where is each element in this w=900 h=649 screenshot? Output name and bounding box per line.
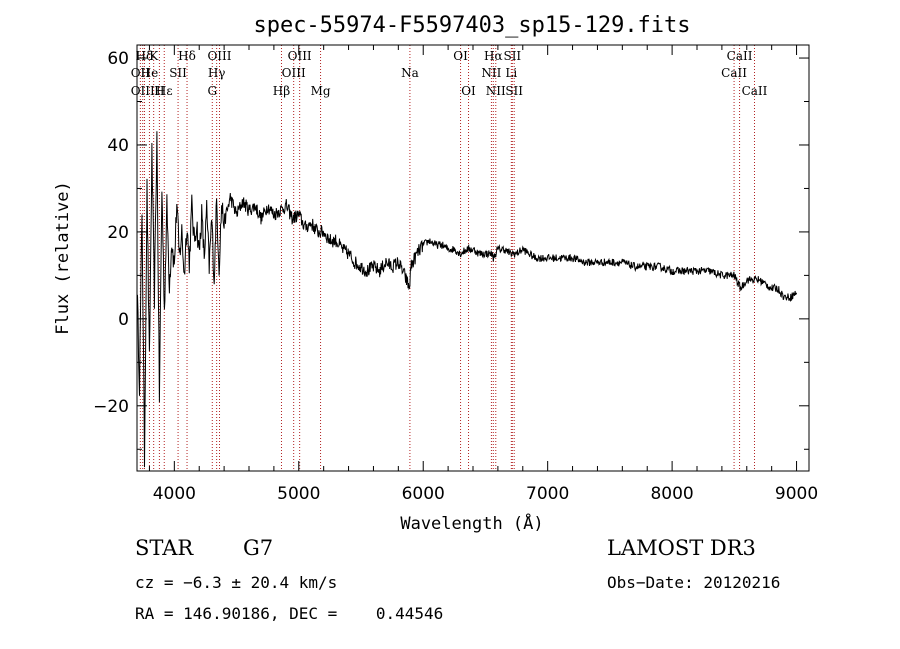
series-layer	[136, 131, 798, 468]
x-tick-label: 8000	[650, 484, 693, 504]
spectral-line-label: OIII	[288, 49, 312, 63]
object-subclass: G7	[243, 536, 274, 560]
spectral-line-label: K	[149, 49, 159, 63]
x-tick-label: 4000	[153, 484, 196, 504]
y-tick-label: 20	[107, 223, 129, 243]
x-tick-label: 7000	[526, 484, 569, 504]
line-labels: Hδ OII OIII He K HHε SII Hδ OIII Hγ G Hβ OIII OIII Mg N…	[131, 49, 768, 98]
spectral-line-label: NII	[481, 66, 501, 80]
x-axis-label: Wavelength (Å)	[400, 512, 543, 534]
coordinates: RA = 146.90186, DEC = 0.44546	[135, 604, 444, 623]
y-axis-label: Flux (relative)	[53, 181, 73, 335]
spectral-line-label: Hγ	[208, 66, 226, 80]
spectral-line-label: CaII	[721, 66, 747, 80]
y-tick-label: 0	[118, 310, 129, 330]
spectral-line-label: OII	[131, 66, 151, 80]
chart-title: spec-55974-F5597403_sp15-129.fits	[253, 13, 690, 38]
flux-series-line	[136, 131, 798, 468]
spectral-line-label: H	[154, 84, 164, 98]
spectral-line-label: Hδ	[178, 49, 196, 63]
spectral-line-label: OI	[461, 84, 476, 98]
spectral-line-label: NII	[486, 84, 506, 98]
spectral-line-label: OIII	[282, 66, 306, 80]
x-tick-label: 9000	[775, 484, 818, 504]
y-tick-label: 40	[107, 136, 129, 156]
spectral-line-label: SII	[169, 66, 187, 80]
plot-frame	[136, 44, 810, 472]
spectral-line-label: Hε	[156, 84, 173, 98]
spectral-line-label: OIII	[207, 49, 231, 63]
redshift-velocity: cz = −6.3 ± 20.4 km/s	[135, 573, 338, 592]
spectral-line-label: OI	[453, 49, 468, 63]
spectral-line-label: SII	[503, 49, 521, 63]
line-markers	[139, 45, 755, 471]
spectral-line-label: SII	[505, 84, 523, 98]
observation-date: Obs−Date: 20120216	[607, 573, 781, 592]
spectral-line-label: G	[207, 84, 217, 98]
spectral-line-label: CaII	[742, 84, 768, 98]
spectral-line-label: Hα	[484, 49, 503, 63]
spectral-line-label: Li	[505, 66, 517, 80]
spectral-line-label: Hδ	[136, 49, 154, 63]
spectral-line-label: Mg	[311, 84, 331, 98]
spectral-line-label: Hβ	[273, 84, 290, 98]
spectral-line-label: Na	[401, 66, 419, 80]
spectral-line-label: OIII	[131, 84, 155, 98]
spectral-line-label: He	[141, 66, 159, 80]
survey-name: LAMOST DR3	[607, 536, 756, 560]
object-class: STAR	[135, 536, 194, 560]
x-tick-label: 5000	[277, 484, 320, 504]
y-tick-label: −20	[93, 397, 129, 417]
spectral-line-label: CaII	[727, 49, 753, 63]
x-tick-label: 6000	[402, 484, 445, 504]
y-tick-label: 60	[107, 49, 129, 69]
axis-ticks: 4000 5000 6000 7000 8000 9000 −20 0 20 40 60	[93, 45, 818, 504]
